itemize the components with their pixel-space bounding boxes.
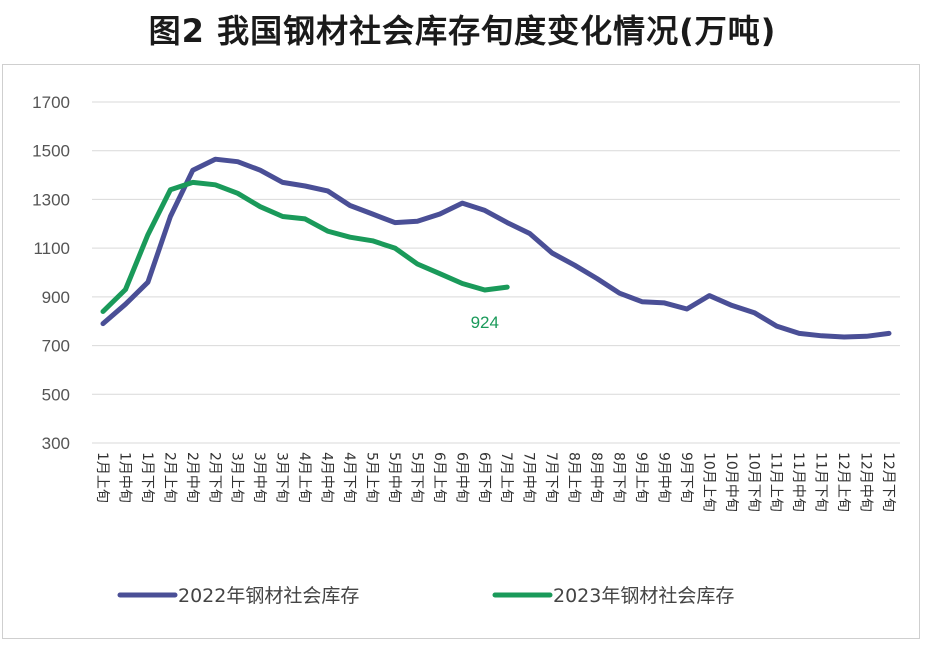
x-tick-label: 4月中旬 [319,452,335,503]
x-tick-label: 1月中旬 [116,452,132,503]
x-tick-label: 6月下旬 [476,452,492,503]
y-tick-label: 500 [42,385,70,404]
x-tick-label: 7月中旬 [521,452,537,503]
x-tick-label: 3月中旬 [251,452,267,503]
legend-label: 2023年钢材社会库存 [553,585,734,607]
x-tick-label: 4月下旬 [341,452,357,503]
x-tick-label: 9月上旬 [633,452,649,503]
x-tick-label: 9月中旬 [655,452,671,503]
x-tick-label: 11月中旬 [790,452,806,512]
y-tick-label: 700 [42,337,70,356]
x-tick-label: 3月下旬 [274,452,290,503]
x-tick-label: 11月上旬 [768,452,784,512]
y-tick-label: 900 [42,288,70,307]
chart-title: 图2 我国钢材社会库存旬度变化情况(万吨) [148,12,777,50]
x-tick-label: 10月下旬 [745,452,761,512]
y-tick-label: 1500 [32,142,70,161]
y-tick-label: 1700 [32,93,70,112]
legend-label: 2022年钢材社会库存 [178,585,359,607]
x-axis-ticks: 1月上旬 1月中旬 1月下旬 2月上旬 2月中旬 2月下旬 3月上旬 3月中旬 3月下旬 4月上旬… [94,452,896,512]
x-tick-label: 2月下旬 [206,452,222,503]
data-label: 924 [471,313,499,332]
x-tick-label: 11月下旬 [813,452,829,512]
x-tick-label: 6月中旬 [453,452,469,503]
x-tick-label: 12月上旬 [835,452,851,512]
x-tick-label: 6月上旬 [431,452,447,503]
y-tick-label: 300 [42,434,70,453]
x-tick-label: 5月下旬 [408,452,424,503]
x-tick-label: 2月上旬 [161,452,177,503]
x-tick-label: 7月上旬 [498,452,514,503]
x-tick-label: 1月上旬 [94,452,110,503]
x-tick-label: 4月上旬 [296,452,312,503]
x-tick-label: 2月中旬 [184,452,200,503]
x-tick-label: 8月下旬 [611,452,627,503]
x-tick-label: 3月上旬 [229,452,245,503]
x-tick-label: 8月中旬 [588,452,604,503]
y-tick-label: 1100 [33,239,70,258]
x-tick-label: 5月上旬 [363,452,379,503]
y-axis-ticks: 300 500 700 900 1100 1300 1500 1700 [32,93,70,453]
series-line-2023 [100,179,510,314]
x-tick-label: 1月下旬 [139,452,155,503]
x-tick-label: 10月上旬 [700,452,716,512]
x-tick-label: 10月中旬 [723,452,739,512]
gridlines [92,101,900,444]
x-tick-label: 9月下旬 [678,452,694,503]
annotations: 924 [471,313,499,332]
chart-frame [2,64,920,639]
series-lines [100,156,892,340]
x-tick-label: 12月下旬 [880,452,896,512]
x-tick-label: 12月中旬 [858,452,874,512]
x-tick-label: 8月上旬 [566,452,582,503]
series-line-2022 [100,156,892,340]
x-tick-label: 7月下旬 [543,452,559,503]
x-tick-label: 5月中旬 [386,452,402,503]
y-tick-label: 1300 [32,190,70,209]
legend: 2022年钢材社会库存 2023年钢材社会库存 [117,585,734,607]
